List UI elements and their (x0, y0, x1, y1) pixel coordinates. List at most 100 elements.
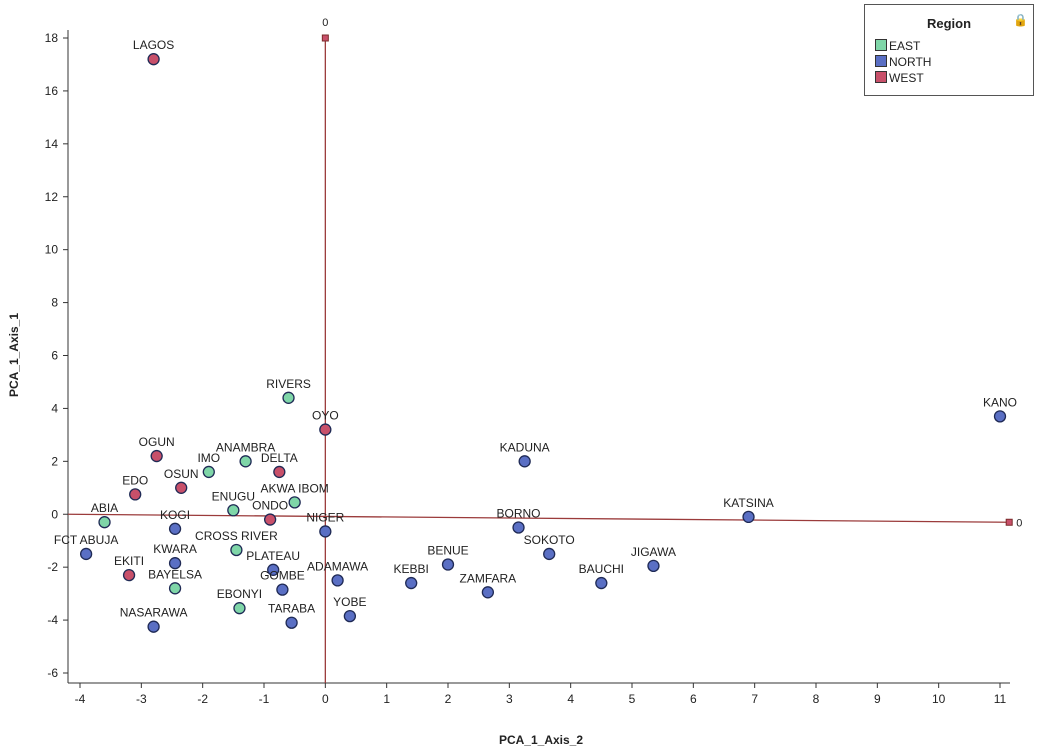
x-tick-label: 8 (813, 692, 820, 706)
point-sokoto (543, 547, 556, 561)
point-bayelsa (168, 582, 182, 595)
point-label: ANAMBRA (216, 440, 275, 454)
x-axis-label: PCA_1_Axis_2 (499, 733, 583, 747)
point-jigawa (647, 559, 660, 572)
point-label: DELTA (261, 451, 298, 465)
horizontal-origin-label: 0 (1016, 517, 1022, 529)
x-tick-label: 10 (932, 692, 946, 706)
point-oyo (319, 423, 332, 436)
point-enugu (227, 504, 240, 517)
point-label: ENUGU (212, 489, 255, 503)
y-tick-label: 12 (45, 190, 59, 204)
legend-item-north: NORTH (875, 55, 931, 69)
point-label: NASARAWA (120, 606, 188, 620)
point-cross-river (230, 543, 243, 557)
point-kwara (168, 557, 182, 570)
y-axis-label: PCA_1_Axis_1 (7, 313, 21, 397)
point-label: CROSS RIVER (195, 529, 278, 543)
x-tick-label: 7 (751, 692, 758, 706)
point-label: ONDO (252, 499, 288, 513)
y-tick-label: -2 (47, 560, 58, 574)
horizontal-origin-line (67, 513, 1010, 523)
y-tick-label: 6 (51, 349, 58, 363)
point-label: PLATEAU (246, 549, 300, 563)
point-label: TARABA (268, 602, 315, 616)
x-tick-label: -3 (136, 692, 147, 706)
point-niger (319, 525, 332, 538)
y-tick-label: 16 (45, 84, 59, 98)
x-tick-label: -1 (259, 692, 270, 706)
x-tick-label: 1 (383, 692, 390, 706)
point-borno (512, 521, 525, 534)
point-bauchi (595, 576, 608, 590)
point-label: RIVERS (266, 377, 311, 391)
y-tick-label: 14 (45, 137, 59, 151)
point-katsina (742, 510, 755, 524)
point-label: BENUE (427, 544, 468, 558)
point-kano (993, 410, 1007, 423)
legend-label-north: NORTH (889, 55, 932, 69)
x-tick-label: 5 (629, 692, 636, 706)
point-label: SOKOTO (524, 533, 575, 547)
point-label: AKWA IBOM (261, 481, 329, 495)
point-label: ABIA (91, 501, 118, 515)
point-label: KANO (983, 395, 1017, 409)
point-ondo (263, 513, 277, 526)
point-gombe (276, 583, 289, 596)
point-delta (273, 465, 286, 479)
x-tick-label: 11 (994, 692, 1007, 706)
point-akwa-ibom (288, 496, 301, 509)
point-label: OYO (312, 409, 339, 423)
point-label: BAYELSA (148, 567, 202, 581)
y-tick-label: 4 (51, 401, 58, 415)
legend-swatch-east (875, 39, 887, 51)
y-tick-label: 8 (51, 296, 58, 310)
point-taraba (285, 616, 298, 629)
point-label: NIGER (306, 510, 344, 524)
point-osun (175, 481, 188, 494)
point-rivers (282, 391, 295, 404)
y-tick-label: 18 (45, 31, 59, 45)
x-tick-label: -4 (75, 692, 86, 706)
legend-item-west: WEST (875, 71, 924, 85)
y-tick-label: -6 (47, 666, 58, 680)
point-label: JIGAWA (631, 545, 676, 559)
point-label: KWARA (153, 542, 197, 556)
x-tick-label: 0 (322, 692, 329, 706)
point-label: BAUCHI (579, 562, 624, 576)
y-tick-label: 10 (45, 243, 59, 257)
point-plateau (267, 563, 280, 576)
point-label: OSUN (164, 467, 199, 481)
point-adamawa (331, 574, 344, 587)
x-tick-label: 9 (874, 692, 881, 706)
lock-icon[interactable]: 🔒 (1013, 13, 1028, 27)
point-benue (441, 558, 455, 571)
point-yobe (343, 609, 357, 623)
point-kaduna (518, 455, 531, 468)
point-label: OGUN (139, 435, 175, 449)
legend-swatch-north (875, 55, 887, 67)
point-nasarawa (147, 620, 160, 633)
vertical-origin-handle (321, 34, 329, 42)
legend-swatch-west (875, 71, 887, 83)
point-label: FCT ABUJA (54, 533, 118, 547)
point-label: ADAMAWA (307, 559, 368, 573)
point-label: IMO (197, 451, 220, 465)
point-label: KATSINA (723, 496, 773, 510)
point-label: KADUNA (500, 440, 550, 454)
point-fct-abuja (79, 547, 93, 561)
point-ebonyi (233, 602, 246, 615)
point-edo (129, 488, 142, 501)
point-kogi (168, 522, 182, 535)
y-tick-label: -4 (47, 613, 58, 627)
axes (63, 30, 1013, 688)
legend-item-east: EAST (875, 39, 920, 53)
x-tick-label: 4 (567, 692, 574, 706)
vertical-origin-label: 0 (322, 17, 328, 29)
y-tick-label: 2 (51, 454, 58, 468)
legend: Region 🔒 EAST NORTH WEST (864, 4, 1034, 96)
point-label: BORNO (497, 506, 541, 520)
point-label: KOGI (160, 508, 190, 522)
